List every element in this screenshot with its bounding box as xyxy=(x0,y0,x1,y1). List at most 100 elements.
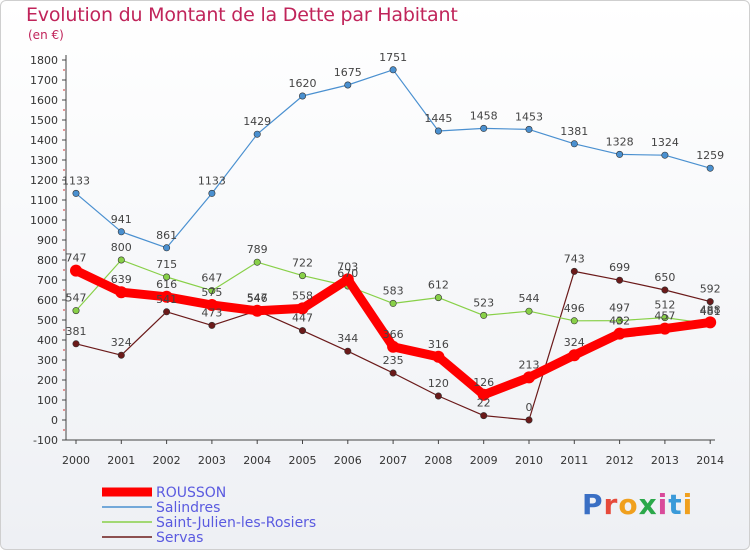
y-tick-label: 100 xyxy=(37,394,58,407)
logo-letter: t xyxy=(668,488,683,521)
data-point xyxy=(661,286,669,294)
data-point xyxy=(525,416,533,424)
y-tick-label: 1700 xyxy=(30,74,58,87)
data-point xyxy=(658,322,671,335)
data-point xyxy=(389,299,397,307)
chart-title: Evolution du Montant de la Dette par Hab… xyxy=(26,4,458,26)
data-label: 583 xyxy=(383,284,404,297)
data-point xyxy=(208,287,216,295)
data-point xyxy=(72,340,80,348)
data-label: 512 xyxy=(654,299,675,312)
logo-letter: r xyxy=(603,488,619,521)
x-tick-label: 2003 xyxy=(198,454,226,467)
data-point xyxy=(434,127,442,135)
data-label: 488 xyxy=(700,303,721,316)
data-point xyxy=(205,299,218,311)
data-point xyxy=(160,290,173,303)
y-tick-label: 400 xyxy=(37,334,58,347)
data-point xyxy=(72,189,80,197)
data-label: 650 xyxy=(654,271,675,284)
data-label: 324 xyxy=(564,336,585,349)
logo-letter: i xyxy=(682,488,694,521)
data-point xyxy=(208,189,216,197)
data-label: 722 xyxy=(292,257,313,270)
data-label: 496 xyxy=(564,302,585,315)
data-point xyxy=(661,151,669,159)
logo-letter: P xyxy=(582,488,604,521)
x-tick-label: 2006 xyxy=(334,454,362,467)
data-point xyxy=(616,317,624,325)
data-point xyxy=(434,392,442,400)
legend-label: Salindres xyxy=(156,500,220,516)
data-point xyxy=(434,294,442,302)
data-label: 861 xyxy=(156,229,177,242)
data-point xyxy=(296,302,309,315)
data-label: 547 xyxy=(247,292,268,305)
data-point xyxy=(389,66,397,74)
data-label: 616 xyxy=(156,278,177,291)
data-label: 1458 xyxy=(470,109,498,122)
data-point xyxy=(480,412,488,420)
data-label: 1381 xyxy=(560,125,588,138)
data-label: 941 xyxy=(111,213,132,226)
x-tick-label: 2001 xyxy=(107,454,135,467)
data-point xyxy=(298,92,306,100)
data-label: 546 xyxy=(247,292,268,305)
data-point xyxy=(706,164,714,172)
y-tick-label: 1000 xyxy=(30,214,58,227)
data-label: 366 xyxy=(383,328,404,341)
data-point xyxy=(163,308,171,316)
data-point xyxy=(525,125,533,133)
data-point xyxy=(480,311,488,319)
data-label: 523 xyxy=(473,296,494,309)
data-label: 120 xyxy=(428,377,449,390)
y-tick-label: 1800 xyxy=(30,54,58,67)
data-label: 1328 xyxy=(606,135,634,148)
data-point xyxy=(208,321,216,329)
data-label: 715 xyxy=(156,258,177,271)
data-label: 1429 xyxy=(243,115,271,128)
data-point xyxy=(298,327,306,335)
data-point xyxy=(570,267,578,275)
data-label: 497 xyxy=(609,302,630,315)
data-label: 592 xyxy=(700,283,721,296)
data-label: 1324 xyxy=(651,136,679,149)
data-label: 1751 xyxy=(379,51,407,64)
data-point xyxy=(432,350,445,363)
data-label: 747 xyxy=(66,252,87,265)
y-tick-label: 600 xyxy=(37,294,58,307)
y-tick-label: 900 xyxy=(37,234,58,247)
data-label: 324 xyxy=(111,336,132,349)
x-tick-label: 2008 xyxy=(424,454,452,467)
data-label: 473 xyxy=(201,306,222,319)
y-tick-label: 1200 xyxy=(30,174,58,187)
data-point xyxy=(477,388,490,401)
y-tick-label: 1300 xyxy=(30,154,58,167)
data-point xyxy=(117,351,125,359)
y-tick-label: 300 xyxy=(37,354,58,367)
data-point xyxy=(613,327,626,340)
y-tick-label: 200 xyxy=(37,374,58,387)
data-point xyxy=(661,314,669,322)
data-label: 381 xyxy=(66,325,87,338)
data-point xyxy=(72,307,80,315)
logo-letter: o xyxy=(618,488,639,521)
data-label: 447 xyxy=(292,312,313,325)
data-point xyxy=(387,340,400,353)
data-label: 481 xyxy=(700,305,721,318)
data-point xyxy=(163,273,171,281)
y-tick-label: 1100 xyxy=(30,194,58,207)
data-label: 1445 xyxy=(424,112,452,125)
data-label: 789 xyxy=(247,243,268,256)
data-label: 743 xyxy=(564,252,585,265)
chart-legend: ROUSSONSalindresSaint-Julien-les-Rosiers… xyxy=(102,485,316,546)
x-tick-label: 2004 xyxy=(243,454,271,467)
data-point xyxy=(70,264,82,277)
logo-letter: x xyxy=(638,488,658,521)
y-tick-label: 1600 xyxy=(30,94,58,107)
data-label: 670 xyxy=(337,267,358,280)
chart-unit-label: (en €) xyxy=(28,28,64,42)
data-point xyxy=(568,349,581,362)
